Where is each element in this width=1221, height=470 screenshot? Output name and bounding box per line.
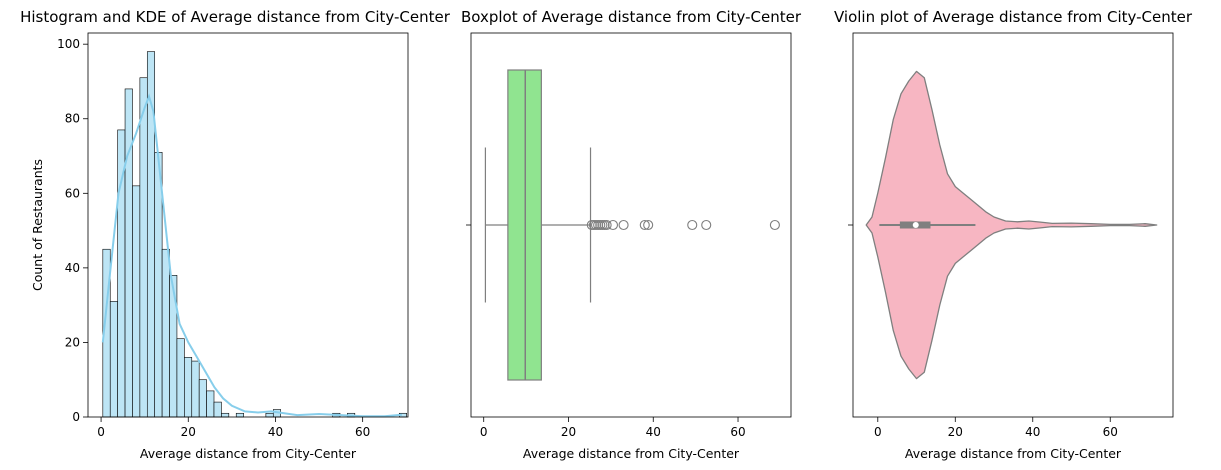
histogram-bar (221, 412, 230, 418)
histogram-x-tick-label: 40 (268, 425, 283, 439)
histogram-panel: Histogram and KDE of Average distance fr… (20, 8, 451, 461)
violin-panel: Violin plot of Average distance from Cit… (834, 8, 1193, 461)
violin-x-label: Average distance from City-Center (905, 446, 1122, 461)
histogram-y-tick-label: 100 (57, 37, 80, 51)
violin-x-tick-label: 20 (948, 425, 963, 439)
histogram-bar (139, 77, 148, 418)
boxplot-x-label: Average distance from City-Center (523, 446, 740, 461)
histogram-y-label: Count of Restaurants (30, 159, 45, 291)
histogram-bar (198, 379, 207, 418)
boxplot-panel: Boxplot of Average distance from City-Ce… (461, 8, 802, 461)
histogram-x-tick-label: 20 (181, 425, 196, 439)
histogram-y-tick-label: 80 (65, 112, 80, 126)
histogram-y-tick-label: 0 (72, 410, 80, 424)
outlier-point (639, 219, 650, 231)
histogram-y-tick-label: 20 (65, 335, 80, 349)
histogram-bar (161, 248, 170, 418)
histogram-bars (102, 51, 407, 418)
histogram-bar (169, 275, 178, 418)
histogram-x-tick-label: 60 (355, 425, 370, 439)
histogram-y-tick-label: 40 (65, 261, 80, 275)
boxplot-title: Boxplot of Average distance from City-Ce… (461, 8, 802, 26)
histogram-bar (176, 338, 185, 418)
histogram-bar (213, 401, 222, 418)
violin-x-tick-label: 60 (1103, 425, 1118, 439)
outlier-point (687, 219, 698, 231)
histogram-bar (265, 412, 274, 418)
violin-x-ticks: 0 20 40 60 (874, 417, 1118, 439)
outlier-point (607, 219, 619, 231)
outlier-point (618, 219, 629, 231)
histogram-y-tick-label: 60 (65, 186, 80, 200)
histogram-x-ticks: 0 20 40 60 (97, 417, 370, 439)
histogram-frame (87, 32, 409, 418)
histogram-bar (132, 185, 141, 418)
histogram-bar (109, 301, 118, 418)
boxplot-x-tick-label: 60 (730, 425, 745, 439)
violin-elements (865, 70, 1158, 380)
boxplot-x-tick-label: 0 (480, 425, 488, 439)
outlier-point (701, 219, 712, 231)
boxplot-elements (484, 69, 780, 381)
histogram-x-tick-label: 0 (97, 425, 105, 439)
histogram-bar (235, 412, 244, 418)
outlier-point (643, 219, 654, 231)
histogram-title: Histogram and KDE of Average distance fr… (20, 8, 451, 26)
violin-median-dot (912, 222, 919, 228)
histogram-bar (124, 88, 133, 418)
histogram-bar (191, 360, 200, 418)
histogram-x-label: Average distance from City-Center (140, 446, 357, 461)
kde-curve (101, 93, 402, 418)
boxplot-x-tick-label: 20 (561, 425, 576, 439)
histogram-bar (184, 357, 193, 418)
histogram-bar (206, 390, 215, 418)
histogram-y-ticks: 0 20 40 60 80 100 (57, 37, 88, 424)
violin-body (865, 70, 1158, 380)
outlier-point (601, 219, 612, 231)
violin-x-tick-label: 40 (1025, 425, 1040, 439)
violin-x-tick-label: 0 (874, 425, 882, 439)
violin-title: Violin plot of Average distance from Cit… (834, 8, 1193, 26)
boxplot-x-tick-label: 40 (646, 425, 661, 439)
boxplot-x-ticks: 0 20 40 60 (480, 417, 746, 439)
outlier-point (769, 219, 780, 231)
